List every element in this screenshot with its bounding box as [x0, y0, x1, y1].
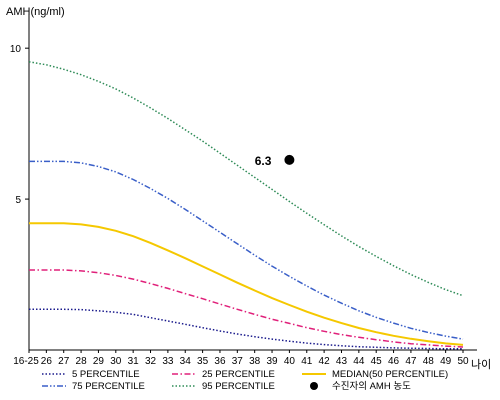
x-tick-label: 49 [440, 356, 452, 367]
x-ticks: 16-25 26 27 28 29 30 31 32 33 34 35 36 37 38 39 40 41 42 4… [13, 350, 469, 367]
patient-amh-label: 6.3 [255, 154, 272, 168]
series-line [29, 160, 464, 340]
patient-point-group: 6.3 [255, 154, 295, 168]
x-tick-label: 40 [284, 356, 296, 367]
legend-label: 5 PERCENTILE [72, 369, 140, 380]
axes [28, 14, 477, 351]
legend-point-marker [310, 382, 318, 390]
x-tick-label: 39 [266, 356, 278, 367]
series-lines [28, 61, 464, 350]
series-line [29, 222, 464, 346]
x-tick-label: 27 [58, 356, 70, 367]
legend-label: 95 PERCENTILE [202, 381, 275, 392]
x-tick-label: 33 [162, 356, 174, 367]
x-tick-label: 48 [423, 356, 435, 367]
x-tick-label: 28 [76, 356, 88, 367]
x-tick-label: 47 [405, 356, 417, 367]
y-axis-title: AMH(ng/ml) [6, 6, 65, 18]
x-tick-label: 43 [336, 356, 348, 367]
x-tick-label: 16-25 [13, 356, 39, 367]
x-tick-label: 38 [249, 356, 261, 367]
x-tick-label: 42 [319, 356, 331, 367]
x-tick-label: 45 [371, 356, 383, 367]
legend-label: MEDIAN(50 PERCENTILE) [332, 369, 448, 380]
x-tick-label: 30 [110, 356, 122, 367]
x-tick-label: 32 [145, 356, 157, 367]
series-line [29, 308, 463, 350]
legend: 5 PERCENTILE 25 PERCENTILE MEDIAN(50 PERCE… [42, 369, 448, 392]
legend-label: 25 PERCENTILE [202, 369, 275, 380]
x-tick-label: 37 [232, 356, 244, 367]
x-tick-label: 50 [457, 356, 469, 367]
legend-label: 수진자의 AMH 농도 [332, 381, 411, 392]
x-axis-title: 나이 [471, 358, 491, 371]
x-tick-label: 29 [93, 356, 105, 367]
x-tick-label: 35 [197, 356, 209, 367]
x-tick-label: 36 [214, 356, 226, 367]
series-line [29, 269, 464, 348]
legend-label: 75 PERCENTILE [72, 381, 145, 392]
x-tick-label: 31 [128, 356, 140, 367]
y-tick-label: 5 [15, 195, 21, 206]
patient-amh-point [284, 154, 295, 165]
x-tick-label: 26 [41, 356, 53, 367]
y-ticks: 10 5 [10, 44, 29, 206]
x-tick-label: 46 [388, 356, 400, 367]
y-tick-label: 10 [10, 44, 22, 55]
x-tick-label: 41 [301, 356, 313, 367]
x-tick-label: 34 [180, 356, 192, 367]
x-tick-label: 44 [353, 356, 365, 367]
series-line [28, 61, 464, 297]
